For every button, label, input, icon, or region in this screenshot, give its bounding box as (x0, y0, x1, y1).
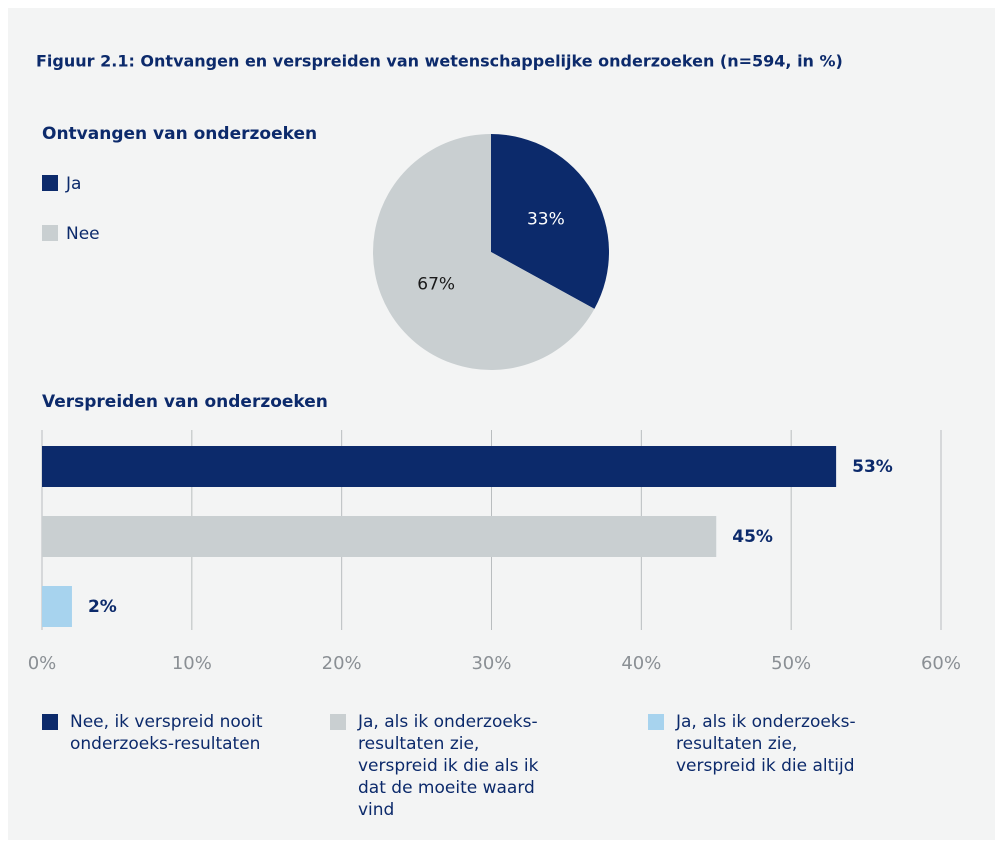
bar-title: Verspreiden van onderzoeken (42, 392, 328, 412)
x-tick-label: 30% (471, 653, 511, 674)
bar (42, 446, 837, 487)
pie-slice (491, 134, 609, 309)
bar (42, 586, 72, 627)
legend-label: Nee, ik verspreid nooit onderzoeks-resul… (70, 712, 263, 754)
bar (42, 516, 717, 557)
legend-swatch (42, 225, 58, 241)
legend-label: Ja, als ik onderzoeks-resultaten zie, ve… (676, 712, 856, 776)
legend-label: Ja, als ik onderzoeks-resultaten zie, ve… (358, 712, 539, 820)
x-tick-label: 50% (771, 653, 811, 674)
pie-label: 33% (527, 210, 565, 230)
x-tick-label: 10% (172, 653, 212, 674)
legend-swatch (42, 175, 58, 191)
x-tick-label: 0% (28, 653, 57, 674)
legend-label: Ja (65, 174, 81, 194)
legend-label: Nee (66, 224, 100, 244)
legend-swatch (42, 714, 58, 730)
legend-swatch (648, 714, 664, 730)
figure-title: Figuur 2.1: Ontvangen en verspreiden van… (36, 52, 843, 71)
bar-value-label: 2% (88, 597, 117, 617)
x-tick-label: 60% (921, 653, 961, 674)
pie-slice (372, 134, 595, 371)
bar-value-label: 53% (852, 457, 893, 477)
bar-value-label: 45% (732, 527, 773, 547)
x-tick-label: 20% (322, 653, 362, 674)
x-tick-label: 40% (621, 653, 661, 674)
pie-label: 67% (417, 274, 455, 294)
legend-swatch (330, 714, 346, 730)
pie-title: Ontvangen van onderzoeken (42, 124, 317, 144)
